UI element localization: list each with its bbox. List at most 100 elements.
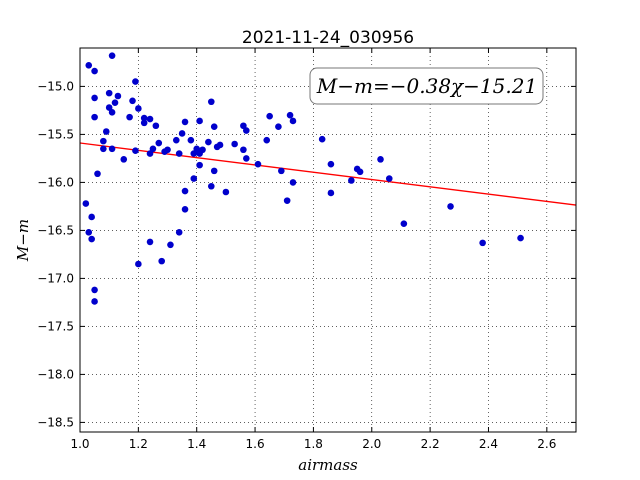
data-point [102, 128, 110, 135]
data-point [146, 150, 154, 157]
data-point [100, 137, 107, 145]
data-point [190, 150, 198, 157]
data-point [283, 197, 291, 204]
x-tick-label: 1.6 [246, 437, 265, 451]
data-point [108, 109, 116, 116]
data-point [175, 150, 183, 157]
data-point [193, 145, 201, 153]
plot-area [80, 48, 576, 432]
data-point [105, 104, 113, 111]
data-point [263, 136, 271, 144]
data-point [243, 155, 250, 162]
data-point [129, 97, 136, 105]
data-point [207, 182, 215, 190]
data-point [289, 117, 297, 125]
data-point [210, 123, 218, 131]
data-point [91, 94, 98, 102]
axis-ticks: 1.0 1.2 1.4 1.6 1.8 2.0 2.2 2.4 2.6 −15.0 −15.5 −16… [37, 48, 576, 451]
data-point [135, 105, 142, 112]
data-point [240, 146, 247, 154]
data-point [207, 98, 215, 106]
y-axis-label: M−m [14, 219, 32, 262]
data-point [175, 229, 183, 236]
data-point [377, 156, 384, 163]
data-point [149, 145, 157, 153]
data-point [196, 117, 203, 125]
data-point [132, 147, 139, 155]
x-tick-label: 1.2 [129, 437, 148, 451]
data-point [120, 156, 128, 163]
data-point [178, 130, 186, 137]
data-point [91, 113, 98, 121]
data-point [243, 127, 250, 134]
y-tick-label: −18.0 [37, 367, 74, 381]
data-point [210, 167, 218, 175]
data-point [400, 220, 408, 227]
data-point [254, 160, 262, 168]
x-tick-label: 2.4 [479, 437, 498, 451]
data-point [146, 115, 154, 123]
data-point [517, 234, 524, 242]
y-tick-label: −18.5 [37, 415, 74, 429]
data-point [181, 205, 189, 213]
x-tick-label: 1.4 [187, 437, 206, 451]
data-point [479, 239, 486, 247]
data-point [222, 188, 230, 196]
x-axis-label: airmass [298, 456, 358, 474]
data-point [199, 146, 206, 154]
data-point [181, 187, 189, 195]
data-point [91, 286, 98, 294]
data-point [94, 170, 101, 178]
data-points-layer [82, 52, 524, 305]
chart-title: 2021-11-24_030956 [242, 28, 414, 48]
data-point [205, 138, 212, 146]
y-tick-label: −15.5 [37, 127, 74, 141]
fit-equation-box: M−m=−0.38χ−15.21 [309, 67, 544, 105]
data-point [196, 161, 203, 169]
data-point [172, 136, 180, 144]
fit-equation: M−m=−0.38χ−15.21 [316, 74, 537, 98]
plot-frame [79, 47, 577, 433]
data-point [158, 257, 165, 265]
x-tick-label: 2.6 [537, 437, 556, 451]
y-tick-label: −16.5 [37, 223, 74, 237]
data-point [91, 67, 98, 75]
data-point [100, 145, 107, 153]
data-point [275, 123, 282, 131]
data-point [108, 145, 116, 153]
data-point [155, 139, 163, 147]
data-point [167, 241, 174, 249]
data-point [140, 119, 148, 127]
data-point [126, 113, 133, 121]
x-tick-label: 1.0 [70, 437, 89, 451]
x-tick-label: 2.0 [362, 437, 381, 451]
data-point [348, 177, 355, 184]
data-point [187, 136, 195, 144]
data-point [356, 168, 364, 176]
data-point [385, 175, 393, 182]
y-tick-label: −17.5 [37, 319, 74, 333]
data-point [327, 160, 335, 168]
data-point [181, 118, 189, 126]
y-tick-label: −15.0 [37, 79, 74, 93]
data-point [132, 78, 139, 85]
data-point [85, 61, 93, 69]
data-point [85, 229, 93, 236]
data-point [135, 260, 142, 268]
data-point [108, 52, 116, 59]
data-point [140, 114, 148, 122]
data-point [447, 203, 454, 210]
data-point [91, 298, 98, 305]
data-point [289, 179, 297, 186]
y-tick-label: −17.0 [37, 271, 74, 285]
data-point [327, 189, 335, 197]
data-point [88, 213, 95, 221]
data-point [111, 99, 119, 107]
data-point [240, 122, 247, 130]
x-tick-label: 1.8 [304, 437, 323, 451]
data-point [152, 122, 160, 130]
data-point [190, 175, 198, 182]
data-point [278, 167, 285, 175]
data-point [216, 141, 224, 149]
